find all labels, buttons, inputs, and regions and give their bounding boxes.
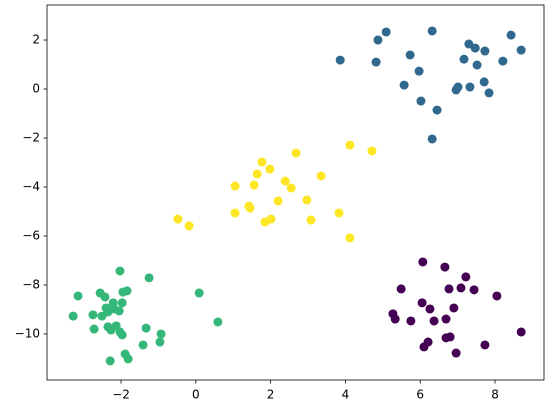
scatter-point: [273, 196, 283, 206]
scatter-point: [396, 284, 406, 294]
scatter-point: [464, 39, 474, 49]
scatter-point: [441, 333, 451, 343]
x-tick-label: 6: [416, 388, 424, 402]
scatter-point: [123, 354, 133, 364]
scatter-point: [184, 221, 194, 231]
scatter-point: [484, 88, 494, 98]
y-tick-label: −2: [22, 131, 40, 145]
scatter-point: [440, 262, 450, 272]
scatter-point: [432, 105, 442, 115]
scatter-point: [252, 169, 262, 179]
scatter-point: [306, 215, 316, 225]
scatter-point: [117, 298, 127, 308]
y-tick-label: −6: [22, 228, 40, 242]
scatter-point: [213, 317, 223, 327]
scatter-point: [429, 316, 439, 326]
scatter-point: [406, 316, 416, 326]
scatter-point: [144, 273, 154, 283]
scatter-point: [89, 324, 99, 334]
scatter-point: [427, 134, 437, 144]
scatter-point: [492, 291, 502, 301]
scatter-point: [414, 66, 424, 76]
x-tick-label: 2: [267, 388, 275, 402]
scatter-point: [249, 180, 259, 190]
y-tick-label: 2: [32, 33, 40, 47]
scatter-point: [444, 284, 454, 294]
scatter-point: [334, 208, 344, 218]
scatter-point: [449, 303, 459, 313]
scatter-point: [427, 26, 437, 36]
scatter-point: [390, 314, 400, 324]
scatter-point: [345, 233, 355, 243]
scatter-point: [155, 337, 165, 347]
scatter-point: [109, 304, 119, 314]
scatter-point: [194, 288, 204, 298]
scatter-point: [265, 164, 275, 174]
scatter-point: [138, 340, 148, 350]
scatter-point: [373, 35, 383, 45]
scatter-point: [122, 286, 132, 296]
scatter-point: [516, 45, 526, 55]
scatter-point: [345, 140, 355, 150]
scatter-point: [230, 181, 240, 191]
scatter-point: [335, 55, 345, 65]
plot-frame: [46, 4, 545, 381]
scatter-point: [316, 171, 326, 181]
scatter-point: [156, 329, 166, 339]
scatter-point: [470, 43, 480, 53]
scatter-point: [115, 266, 125, 276]
scatter-point: [73, 291, 83, 301]
scatter-point: [257, 157, 267, 167]
scatter-point: [456, 283, 466, 293]
scatter-point: [68, 311, 78, 321]
scatter-point: [302, 195, 312, 205]
x-tick-label: 0: [192, 388, 200, 402]
scatter-point: [405, 50, 415, 60]
scatter-point: [479, 77, 489, 87]
scatter-point: [280, 176, 290, 186]
scatter-point: [498, 56, 508, 66]
scatter-point: [100, 292, 110, 302]
scatter-point: [506, 30, 516, 40]
scatter-point: [425, 304, 435, 314]
scatter-point: [286, 183, 296, 193]
scatter-point: [472, 60, 482, 70]
scatter-point: [105, 356, 115, 366]
x-tick-label: −2: [112, 388, 130, 402]
scatter-point: [416, 96, 426, 106]
y-tick-label: 0: [32, 82, 40, 96]
scatter-point: [381, 27, 391, 37]
y-tick-label: −8: [22, 277, 40, 291]
scatter-point: [367, 146, 377, 156]
scatter-point: [469, 285, 479, 295]
scatter-point: [417, 298, 427, 308]
y-tick-label: −4: [22, 179, 40, 193]
scatter-point: [451, 85, 461, 95]
scatter-point: [516, 327, 526, 337]
scatter-point: [117, 330, 127, 340]
scatter-point: [461, 272, 471, 282]
scatter-point: [419, 342, 429, 352]
scatter-point: [441, 314, 451, 324]
scatter-point: [141, 323, 151, 333]
x-tick-label: 8: [491, 388, 499, 402]
scatter-point: [244, 201, 254, 211]
scatter-point: [418, 257, 428, 267]
scatter-point: [88, 310, 98, 320]
scatter-point: [371, 57, 381, 67]
scatter-point: [459, 54, 469, 64]
scatter-point: [291, 148, 301, 158]
scatter-point: [451, 348, 461, 358]
scatter-point: [260, 217, 270, 227]
scatter-point: [480, 46, 490, 56]
scatter-point: [173, 214, 183, 224]
y-tick-label: −10: [15, 326, 40, 340]
scatter-point: [399, 80, 409, 90]
scatter-point: [230, 208, 240, 218]
scatter-point: [465, 82, 475, 92]
x-tick-label: 4: [342, 388, 350, 402]
scatter-point: [480, 340, 490, 350]
